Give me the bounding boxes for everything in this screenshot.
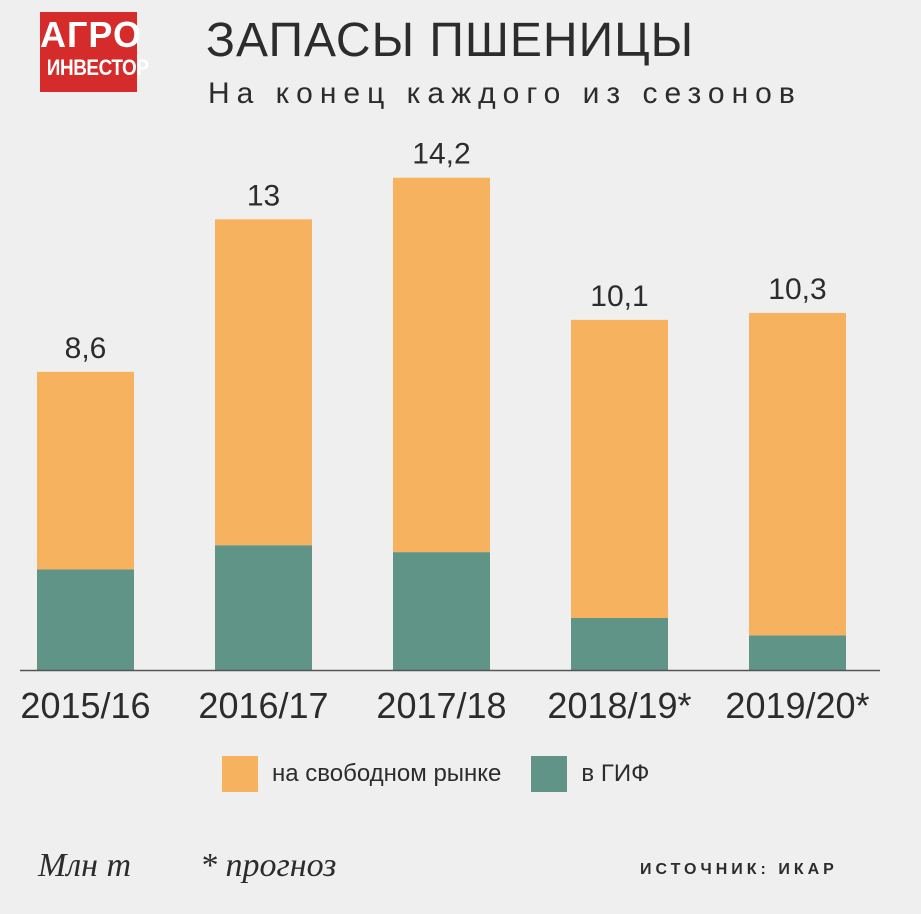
x-tick-label: 2019/20* — [725, 685, 869, 726]
source-label: ИСТОЧНИК: ИКАР — [640, 861, 838, 878]
bar-segment-free-market — [215, 219, 312, 546]
bar-segment-free-market — [571, 319, 668, 618]
legend-swatch-free-market — [222, 756, 258, 792]
bar-segment-gif — [571, 618, 668, 670]
legend-item-free-market: на свободном рынке — [222, 756, 501, 792]
bar-segment-gif — [749, 635, 846, 670]
chart-subtitle: На конец каждого из сезонов — [208, 77, 802, 110]
forecast-note: * прогноз — [200, 847, 337, 884]
bar-total-label: 14,2 — [412, 138, 470, 171]
legend-label-free-market: на свободном рынке — [272, 760, 502, 787]
legend-item-gif: в ГИФ — [531, 756, 649, 792]
bar-segment-gif — [393, 552, 490, 670]
bar-segment-free-market — [749, 312, 846, 636]
agroinvestor-logo: АГРО ИНВЕСТОР — [40, 12, 149, 92]
bar-segment-gif — [37, 569, 134, 670]
bar-segment-free-market — [37, 371, 134, 570]
bar-segment-free-market — [393, 177, 490, 553]
legend-label-gif: в ГИФ — [581, 760, 650, 787]
unit-label: Млн т — [38, 847, 132, 884]
legend: на свободном рынке в ГИФ — [222, 756, 649, 792]
x-tick-label: 2017/18 — [376, 685, 506, 726]
bar-segment-gif — [215, 545, 312, 670]
logo-line-1: АГРО — [40, 14, 142, 55]
x-tick-label: 2016/17 — [198, 685, 328, 726]
bar-total-label: 8,6 — [65, 332, 107, 365]
chart-area: 8,6 2015/16 13 2016/17 14,2 2017/18 10,1 2018/1… — [20, 138, 880, 726]
bar-total-label: 13 — [247, 179, 280, 212]
x-tick-label: 2015/16 — [20, 685, 150, 726]
x-tick-label: 2018/19* — [547, 685, 691, 726]
bar-total-label: 10,3 — [768, 273, 826, 306]
bar-total-label: 10,1 — [590, 280, 648, 313]
chart-title: ЗАПАСЫ ПШЕНИЦЫ — [206, 14, 695, 67]
legend-swatch-gif — [531, 756, 568, 792]
